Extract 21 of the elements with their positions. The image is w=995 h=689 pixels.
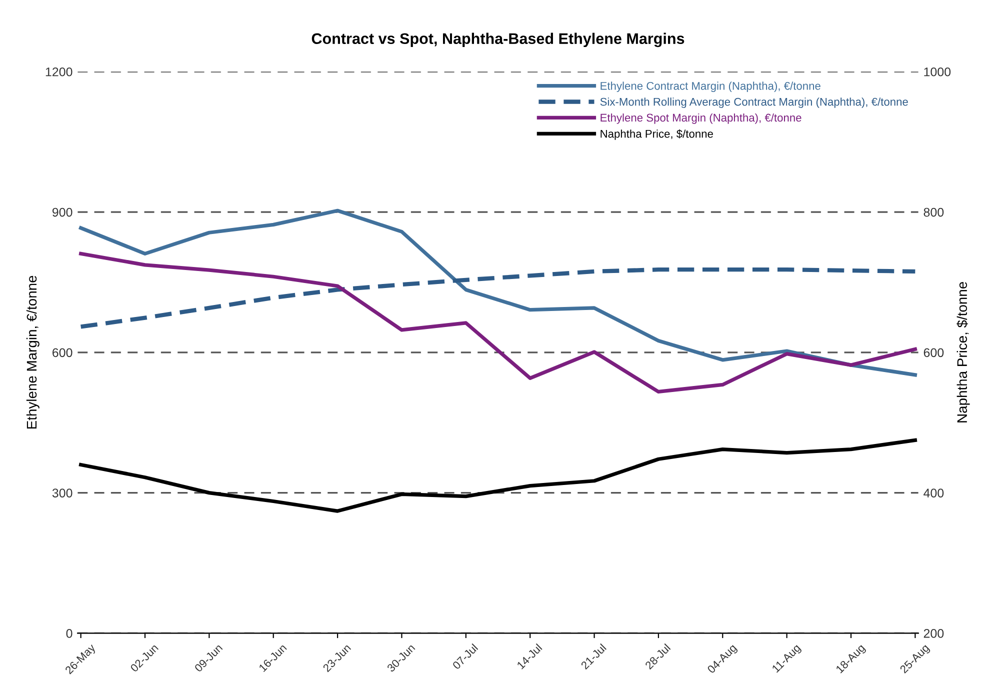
y2-tick-label: 1000 [924,67,951,76]
y2-tick-label: 200 [924,628,944,638]
y-tick-label: 600 [52,348,72,358]
text: Ethylene Spot Margin (Naphtha), €/tonne [600,113,802,124]
y-tick-label: 0 [66,628,72,638]
text: Naphtha Price, $/tonne [600,129,713,140]
y-tick-label: 1200 [46,67,72,76]
y2-tick-label: 600 [924,348,944,358]
y2-tick-label: 800 [924,208,944,217]
y-tick-label: 300 [52,488,72,498]
y2-tick-label: 400 [924,488,944,498]
line-series [78,268,918,329]
y2-axis-title: Naphtha Price, $/tonne [956,282,970,422]
line-series [79,438,917,513]
text: Ethylene Contract Margin (Naphtha), €/tonne [600,82,820,92]
line-series [79,252,917,394]
chart-title: Contract vs Spot, Naphtha-Based Ethylene Margins [312,32,684,48]
y-tick-label: 900 [52,208,72,217]
y-axis-title: Ethylene Margin, €/tonne [26,276,40,428]
text: Six-Month Rolling Average Contract Margin (Naphtha), €/tonne [600,98,908,108]
line-series [79,208,917,377]
